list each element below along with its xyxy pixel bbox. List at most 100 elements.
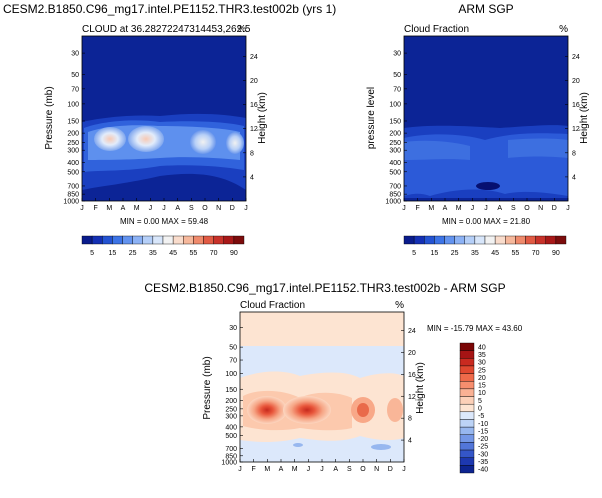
month-tick-label: J <box>320 466 324 473</box>
month-tick-label: M <box>456 205 462 212</box>
height-tick-label: 16 <box>572 102 580 109</box>
colorbar-box <box>459 465 475 474</box>
pressure-tick-label: 1000 <box>385 199 401 206</box>
colorbar-label: -30 <box>478 451 488 458</box>
colorbar-label: 55 <box>511 250 519 257</box>
panel-obs-units: % <box>559 24 568 35</box>
colorbar-box <box>162 235 174 245</box>
cloud-max-mar <box>94 127 126 151</box>
colorbar-box <box>459 373 475 382</box>
panel-model-title: CESM2.B1850.C96_mg17.intel.PE1152.THR3.t… <box>3 2 336 16</box>
pressure-tick-label: 500 <box>389 169 401 176</box>
colorbar-box <box>464 235 476 245</box>
colorbar-box <box>555 235 567 245</box>
colorbar-label: 35 <box>149 250 157 257</box>
height-tick-label: 20 <box>250 78 258 85</box>
month-tick-label: A <box>121 205 126 212</box>
colorbar-box <box>434 235 445 245</box>
pressure-tick-label: 850 <box>225 453 237 460</box>
diff-max-mar <box>247 396 287 424</box>
colorbar-label: 45 <box>169 250 177 257</box>
pressure-tick-label: 150 <box>389 118 401 125</box>
pressure-tick-label: 250 <box>225 406 237 413</box>
colorbar-box <box>444 235 455 245</box>
month-tick-label: O <box>524 205 530 212</box>
colorbar-label: -40 <box>478 467 488 474</box>
height-tick-label: 8 <box>408 416 412 423</box>
cloud-max-jun <box>128 126 164 152</box>
colorbar-label: 30 <box>478 360 486 367</box>
chart-marks: J F M A M J J A S O N D J305070100150200250300400500… <box>63 51 579 474</box>
pressure-tick-label: 100 <box>389 101 401 108</box>
cloud-max-oct <box>190 130 216 154</box>
month-tick-label: A <box>175 205 180 212</box>
colorbar-label: 5 <box>412 250 416 257</box>
colorbar-label: 35 <box>471 250 479 257</box>
colorbar-box <box>132 235 143 245</box>
colorbar-box <box>459 342 475 351</box>
panel-diff: CESM2.B1850.C96_mg17.intel.PE1152.THR3.t… <box>144 281 523 463</box>
month-tick-label: S <box>189 205 194 212</box>
colorbar-box <box>459 365 475 374</box>
month-tick-label: N <box>216 205 221 212</box>
month-tick-label: J <box>162 205 166 212</box>
colorbar-box <box>413 235 425 245</box>
colorbar-box <box>474 235 486 245</box>
month-tick-label: J <box>471 205 475 212</box>
band-inner-right <box>508 138 568 158</box>
colorbar-label: 45 <box>491 250 499 257</box>
colorbar-label: 25 <box>478 367 486 374</box>
height-tick-label: 4 <box>572 174 576 181</box>
month-tick-label: J <box>402 205 406 212</box>
month-tick-label: N <box>538 205 543 212</box>
pressure-tick-label: 50 <box>393 72 401 79</box>
colorbar-box <box>203 235 214 245</box>
colorbar-label: -15 <box>478 428 488 435</box>
diff-max-dec <box>387 398 403 422</box>
height-tick-label: 20 <box>572 78 580 85</box>
colorbar-box <box>122 235 133 245</box>
colorbar-box <box>424 235 435 245</box>
colorbar-box <box>459 396 475 405</box>
height-tick-label: 20 <box>408 350 416 357</box>
month-tick-label: M <box>428 205 434 212</box>
colorbar-box <box>525 235 536 245</box>
colorbar-box <box>459 457 475 466</box>
month-tick-label: F <box>252 466 256 473</box>
month-tick-label: F <box>94 205 98 212</box>
month-tick-label: A <box>333 466 338 473</box>
month-tick-label: M <box>264 466 270 473</box>
colorbar-box <box>459 449 475 458</box>
panel-obs-stats: MIN = 0.00 MAX = 21.80 <box>442 217 531 226</box>
cloud-max-dec <box>226 132 244 154</box>
month-tick-label: J <box>566 205 570 212</box>
month-tick-label: O <box>360 466 366 473</box>
height-tick-label: 12 <box>250 126 258 133</box>
pressure-tick-label: 700 <box>67 183 79 190</box>
pressure-tick-label: 50 <box>71 72 79 79</box>
colorbar-label: 90 <box>230 250 238 257</box>
pressure-tick-label: 100 <box>225 371 237 378</box>
height-tick-label: 4 <box>408 438 412 445</box>
month-tick-label: J <box>307 466 311 473</box>
month-tick-label: M <box>292 466 298 473</box>
colorbar-box <box>484 235 496 245</box>
pressure-tick-label: 1000 <box>221 460 237 467</box>
pressure-tick-label: 100 <box>67 101 79 108</box>
colorbar-label: 15 <box>478 383 486 390</box>
diff-negative-small <box>293 443 303 447</box>
pressure-tick-label: 300 <box>389 148 401 155</box>
colorbar-box <box>459 426 475 435</box>
panel-diff-y2label: Height (km) <box>415 362 426 414</box>
pressure-tick-label: 30 <box>71 51 79 58</box>
height-tick-label: 16 <box>250 102 258 109</box>
height-tick-label: 24 <box>250 54 258 61</box>
diff-core-oct <box>357 403 369 417</box>
pressure-tick-label: 200 <box>225 398 237 405</box>
colorbar-label: 55 <box>189 250 197 257</box>
colorbar-box <box>91 235 103 245</box>
panel-diff-units: % <box>395 300 404 311</box>
height-tick-label: 4 <box>250 174 254 181</box>
pressure-tick-label: 300 <box>225 413 237 420</box>
month-tick-label: D <box>388 466 393 473</box>
